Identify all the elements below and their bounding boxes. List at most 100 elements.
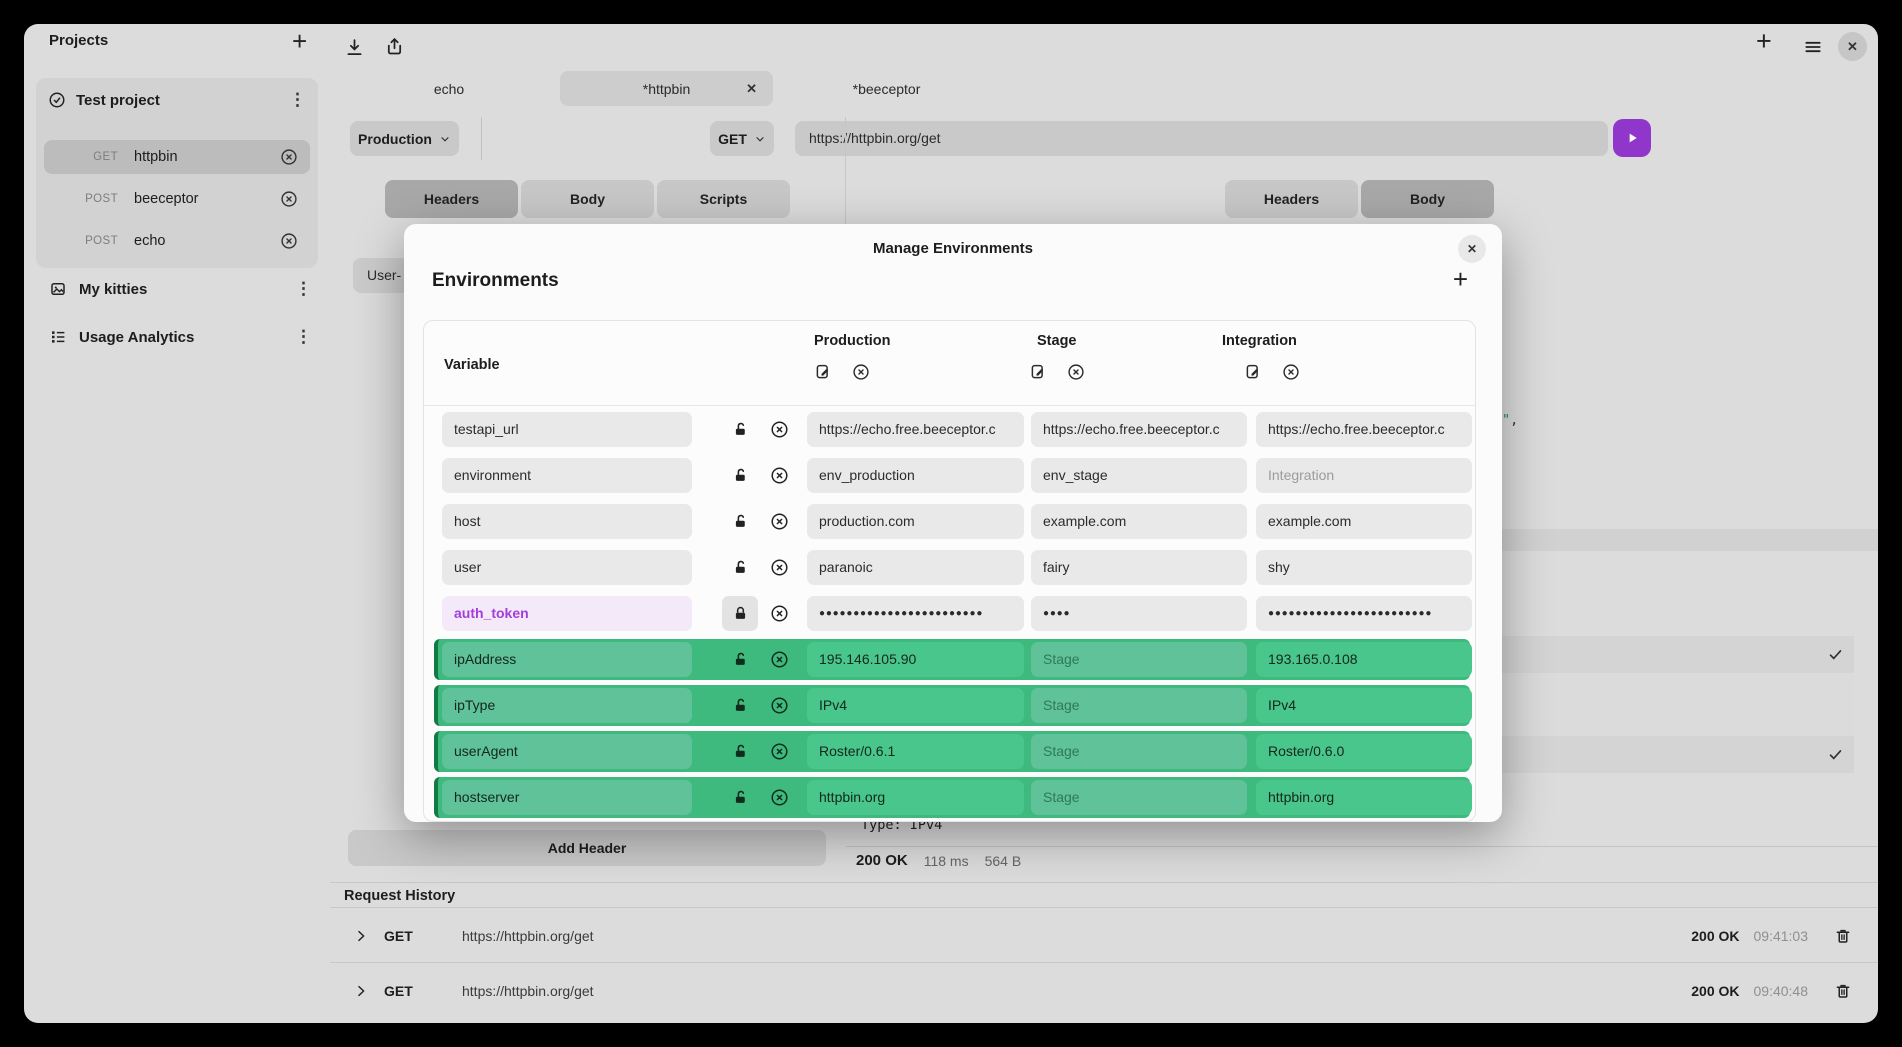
add-environment-button[interactable]: + <box>1452 264 1468 294</box>
tab-echo[interactable]: echo <box>404 71 494 106</box>
sidebar-item-my-kitties[interactable]: My kitties ⋮ <box>49 274 318 304</box>
sidebar-item-usage-analytics[interactable]: Usage Analytics ⋮ <box>49 322 318 352</box>
env-value-input[interactable]: ●●●●●●●●●●●●●●●●●●●●●●●● <box>807 596 1024 631</box>
env-value-input[interactable]: Stage <box>1031 734 1247 769</box>
rename-environment-icon[interactable] <box>1244 363 1262 381</box>
env-value-input[interactable]: Roster/0.6.1 <box>807 734 1024 769</box>
env-variable-name-input[interactable]: ipAddress <box>442 642 692 677</box>
env-value-input[interactable]: httpbin.org <box>1256 780 1472 815</box>
env-value-input[interactable]: fairy <box>1031 550 1247 585</box>
env-value-input[interactable]: 193.165.0.108 <box>1256 642 1472 677</box>
env-value-input[interactable]: Stage <box>1031 688 1247 723</box>
tab-httpbin[interactable]: *httpbin ✕ <box>560 71 773 106</box>
env-variable-name-input[interactable]: auth_token <box>442 596 692 631</box>
project-menu-icon[interactable]: ⋮ <box>295 327 312 346</box>
request-tab-headers[interactable]: Headers <box>385 180 518 218</box>
env-variable-name-input[interactable]: hostserver <box>442 780 692 815</box>
chevron-right-icon[interactable] <box>354 929 368 943</box>
import-download-icon[interactable] <box>344 37 365 58</box>
env-value-input[interactable]: IPv4 <box>1256 688 1472 723</box>
env-value-input[interactable]: Integration <box>1256 458 1472 493</box>
tab-beeceptor[interactable]: *beeceptor <box>819 71 954 106</box>
delete-variable-icon[interactable] <box>770 696 789 715</box>
delete-variable-icon[interactable] <box>770 466 789 485</box>
remove-request-icon[interactable] <box>280 190 298 208</box>
lock-open-icon[interactable] <box>722 780 758 815</box>
sidebar-request-beeceptor[interactable]: POST beeceptor <box>44 182 310 216</box>
env-variable-name-input[interactable]: testapi_url <box>442 412 692 447</box>
delete-variable-icon[interactable] <box>770 420 789 439</box>
env-value-input[interactable]: https://echo.free.beeceptor.c <box>1031 412 1247 447</box>
response-tab-headers[interactable]: Headers <box>1225 180 1358 218</box>
modal-close-button[interactable]: ✕ <box>1458 235 1486 263</box>
environment-selector-button[interactable]: Production <box>350 121 459 156</box>
env-value-input[interactable]: Roster/0.6.0 <box>1256 734 1472 769</box>
env-value-input[interactable]: https://echo.free.beeceptor.c <box>807 412 1024 447</box>
send-request-button[interactable] <box>1613 119 1651 157</box>
lock-open-icon[interactable] <box>722 504 758 539</box>
close-tab-icon[interactable]: ✕ <box>746 80 757 96</box>
window-close-button[interactable]: ✕ <box>1838 32 1867 61</box>
delete-variable-icon[interactable] <box>770 742 789 761</box>
new-tab-button[interactable]: + <box>1756 26 1772 56</box>
request-tab-scripts[interactable]: Scripts <box>657 180 790 218</box>
env-variable-name-input[interactable]: host <box>442 504 692 539</box>
history-row[interactable]: GET https://httpbin.org/get 200 OK 09:41… <box>330 907 1878 963</box>
project-menu-icon[interactable]: ⋮ <box>295 279 312 298</box>
history-row[interactable]: GET https://httpbin.org/get 200 OK 09:40… <box>330 962 1878 1018</box>
env-variable-name-input[interactable]: ipType <box>442 688 692 723</box>
env-value-input[interactable]: httpbin.org <box>807 780 1024 815</box>
lock-open-icon[interactable] <box>722 458 758 493</box>
remove-request-icon[interactable] <box>280 148 298 166</box>
sidebar-request-httpbin[interactable]: GET httpbin <box>44 140 310 174</box>
env-value-input[interactable]: Stage <box>1031 642 1247 677</box>
trash-icon[interactable] <box>1834 982 1852 1000</box>
project-header[interactable]: Test project ⋮ <box>48 86 306 114</box>
lock-open-icon[interactable] <box>722 412 758 447</box>
lock-open-icon[interactable] <box>722 734 758 769</box>
delete-variable-icon[interactable] <box>770 604 789 623</box>
delete-variable-icon[interactable] <box>770 558 789 577</box>
export-upload-icon[interactable] <box>384 36 405 57</box>
env-value-input[interactable]: ●●●● <box>1031 596 1247 631</box>
menu-hamburger-icon[interactable] <box>1802 37 1824 57</box>
delete-variable-icon[interactable] <box>770 788 789 807</box>
add-project-button[interactable]: + <box>292 26 308 56</box>
delete-environment-icon[interactable] <box>1067 363 1085 381</box>
env-value-input[interactable]: shy <box>1256 550 1472 585</box>
delete-environment-icon[interactable] <box>852 363 870 381</box>
env-variable-name-input[interactable]: userAgent <box>442 734 692 769</box>
lock-closed-icon[interactable] <box>722 596 758 631</box>
lock-open-icon[interactable] <box>722 550 758 585</box>
env-variable-name-input[interactable]: user <box>442 550 692 585</box>
env-value-input[interactable]: IPv4 <box>807 688 1024 723</box>
env-value-input[interactable]: env_production <box>807 458 1024 493</box>
url-input[interactable]: https://httpbin.org/get <box>795 121 1608 156</box>
chevron-right-icon[interactable] <box>354 984 368 998</box>
env-value-input[interactable]: ●●●●●●●●●●●●●●●●●●●●●●●● <box>1256 596 1472 631</box>
env-value-input[interactable]: example.com <box>1256 504 1472 539</box>
delete-environment-icon[interactable] <box>1282 363 1300 381</box>
rename-environment-icon[interactable] <box>1029 363 1047 381</box>
add-header-button[interactable]: Add Header <box>348 830 826 866</box>
env-value-input[interactable]: Stage <box>1031 780 1247 815</box>
env-value-input[interactable]: paranoic <box>807 550 1024 585</box>
lock-open-icon[interactable] <box>722 688 758 723</box>
env-value-input[interactable]: https://echo.free.beeceptor.c <box>1256 412 1472 447</box>
env-value-input[interactable]: env_stage <box>1031 458 1247 493</box>
delete-variable-icon[interactable] <box>770 650 789 669</box>
delete-variable-icon[interactable] <box>770 512 789 531</box>
trash-icon[interactable] <box>1834 927 1852 945</box>
rename-environment-icon[interactable] <box>814 363 832 381</box>
sidebar-request-echo[interactable]: POST echo <box>44 224 310 258</box>
remove-request-icon[interactable] <box>280 232 298 250</box>
env-variable-name-input[interactable]: environment <box>442 458 692 493</box>
env-value-input[interactable]: 195.146.105.90 <box>807 642 1024 677</box>
response-tab-body[interactable]: Body <box>1361 180 1494 218</box>
project-menu-icon[interactable]: ⋮ <box>289 90 306 109</box>
env-value-input[interactable]: example.com <box>1031 504 1247 539</box>
lock-open-icon[interactable] <box>722 642 758 677</box>
method-selector-button[interactable]: GET <box>710 121 774 156</box>
env-value-input[interactable]: production.com <box>807 504 1024 539</box>
request-tab-body[interactable]: Body <box>521 180 654 218</box>
